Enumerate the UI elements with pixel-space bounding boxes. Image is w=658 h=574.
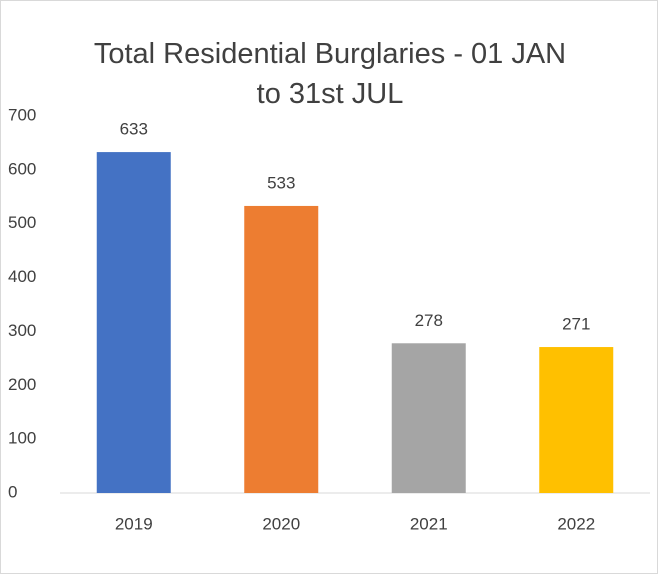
bar [244,205,319,494]
y-tick-label: 100 [8,429,36,448]
bar [539,347,614,493]
y-tick-label: 500 [8,213,36,232]
y-tick-label: 300 [8,321,36,340]
y-tick-label: 600 [8,159,36,178]
y-tick-label: 400 [8,267,36,286]
data-label: 278 [415,311,443,330]
x-tick-label: 2019 [115,514,153,533]
bar [391,343,466,493]
bar [96,152,171,493]
data-label: 533 [267,173,295,192]
y-tick-label: 200 [8,375,36,394]
chart-title: Total Residential Burglaries - 01 JAN to… [93,38,567,110]
y-tick-label: 700 [8,105,36,124]
x-tick-label: 2021 [410,514,448,533]
y-tick-label: 0 [8,482,17,501]
data-label: 271 [562,315,590,334]
data-label: 633 [120,120,148,139]
x-tick-label: 2020 [262,514,300,533]
x-tick-label: 2022 [557,514,595,533]
